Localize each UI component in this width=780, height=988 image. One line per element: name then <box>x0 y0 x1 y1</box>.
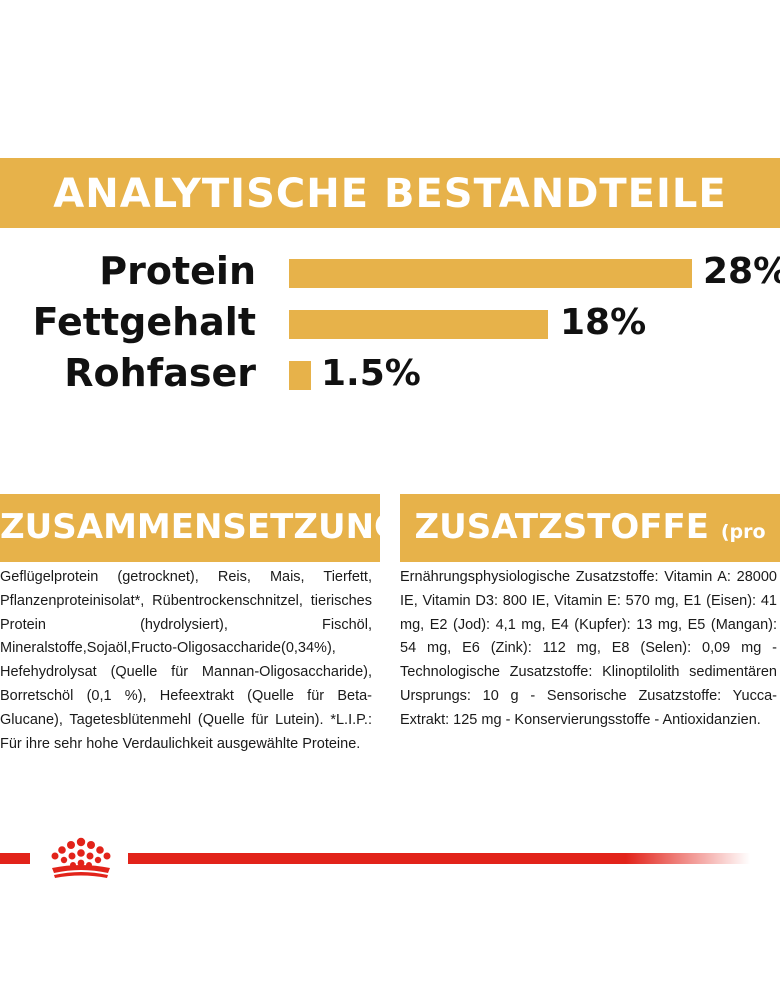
nutrient-bar-protein <box>289 259 692 288</box>
additives-title-main: ZUSATZSTOFFE <box>414 507 709 547</box>
footer-line-right <box>128 853 750 864</box>
royal-crown-icon <box>51 837 111 878</box>
composition-header-band <box>0 494 380 562</box>
nutrient-value-protein: 28% <box>703 251 780 292</box>
nutrient-value-fettgehalt: 18% <box>560 302 647 343</box>
analytics-header-band <box>0 158 780 228</box>
footer-line-left <box>0 853 30 864</box>
nutrient-bar-rohfaser <box>289 361 311 390</box>
composition-title: ZUSAMMENSETZUNG <box>0 507 402 547</box>
analytics-title: ANALYTISCHE BESTANDTEILE <box>53 171 727 217</box>
additives-title-suffix: (pro kg) <box>572 521 766 614</box>
nutrient-label-rohfaser: Rohfaser <box>64 351 256 395</box>
nutrient-label-protein: Protein <box>99 249 256 293</box>
additives-text: Ernährungsphysiologische Zusatzstoffe: V… <box>400 569 777 728</box>
nutrient-bar-fettgehalt <box>289 310 548 339</box>
additives-title: ZUSATZSTOFFE (pro kg) <box>400 494 780 614</box>
nutrient-value-rohfaser: 1.5% <box>321 353 421 394</box>
additives-header-band <box>400 494 780 562</box>
composition-text: Geflügelprotein (getrocknet), Reis, Mais… <box>0 569 372 752</box>
nutrient-label-fettgehalt: Fettgehalt <box>32 300 256 344</box>
